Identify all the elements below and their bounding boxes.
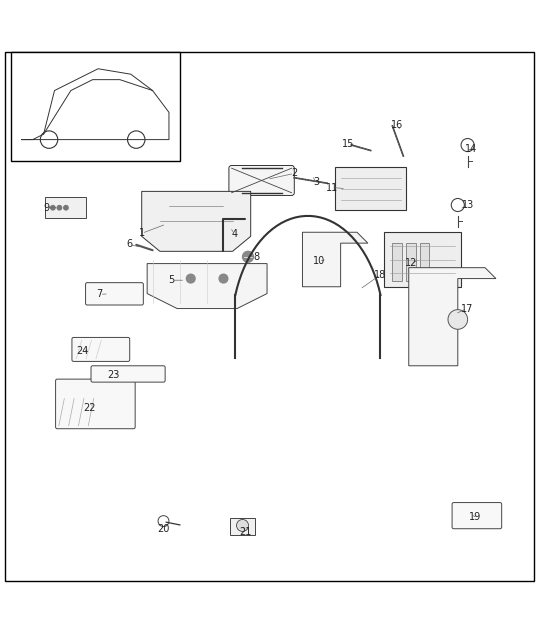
Text: 6: 6 xyxy=(126,239,132,249)
FancyBboxPatch shape xyxy=(86,283,143,305)
Text: 16: 16 xyxy=(391,120,403,130)
Text: 23: 23 xyxy=(107,370,119,380)
Circle shape xyxy=(186,274,195,283)
Circle shape xyxy=(51,205,55,210)
Text: 1: 1 xyxy=(138,229,145,239)
Text: 22: 22 xyxy=(84,403,96,413)
Circle shape xyxy=(219,274,228,283)
FancyBboxPatch shape xyxy=(91,365,165,382)
FancyBboxPatch shape xyxy=(72,337,130,362)
Text: 19: 19 xyxy=(469,512,481,522)
Text: 5: 5 xyxy=(168,275,175,285)
Bar xyxy=(392,243,402,281)
Text: 12: 12 xyxy=(405,258,417,268)
Text: 24: 24 xyxy=(77,346,89,356)
Bar xyxy=(420,243,429,281)
Circle shape xyxy=(57,205,62,210)
Text: 10: 10 xyxy=(313,256,325,266)
Text: 7: 7 xyxy=(96,290,103,300)
Text: 3: 3 xyxy=(313,177,319,187)
Text: 8: 8 xyxy=(253,252,259,262)
Text: 18: 18 xyxy=(374,270,386,279)
Bar xyxy=(335,167,406,210)
Circle shape xyxy=(237,519,249,531)
Polygon shape xyxy=(142,192,251,251)
Bar xyxy=(45,197,86,218)
Text: 11: 11 xyxy=(326,183,338,193)
Text: 21: 21 xyxy=(239,527,251,537)
Text: 14: 14 xyxy=(465,144,477,154)
Text: 13: 13 xyxy=(462,200,474,210)
Text: 17: 17 xyxy=(461,303,473,313)
Text: 2: 2 xyxy=(291,168,298,178)
Text: 15: 15 xyxy=(342,139,354,149)
Bar xyxy=(230,518,255,535)
Circle shape xyxy=(448,310,468,329)
Bar xyxy=(11,52,180,161)
Circle shape xyxy=(64,205,68,210)
Circle shape xyxy=(243,251,253,263)
Text: 20: 20 xyxy=(158,524,169,534)
Polygon shape xyxy=(147,264,267,308)
FancyBboxPatch shape xyxy=(229,166,294,195)
Polygon shape xyxy=(302,232,368,287)
Bar xyxy=(406,243,416,281)
FancyBboxPatch shape xyxy=(56,379,135,429)
FancyBboxPatch shape xyxy=(452,502,502,529)
Bar xyxy=(384,232,461,287)
Text: 4: 4 xyxy=(231,229,238,239)
Polygon shape xyxy=(409,268,496,365)
Text: 9: 9 xyxy=(43,203,50,213)
